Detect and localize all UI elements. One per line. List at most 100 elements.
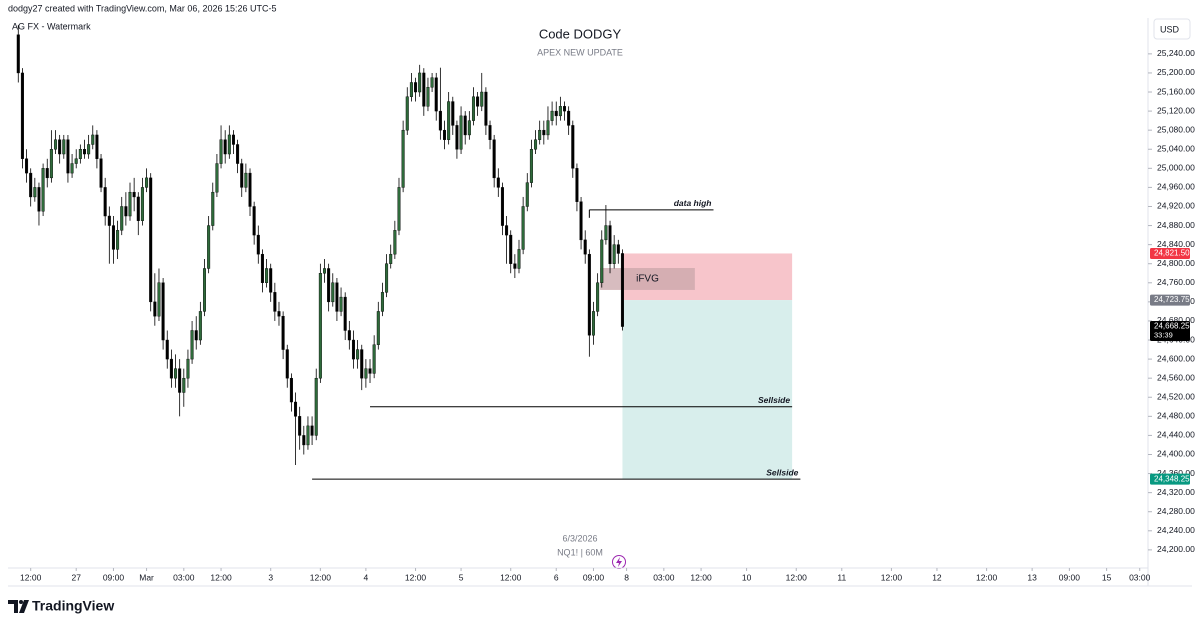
candle-body xyxy=(550,110,554,121)
candle-body xyxy=(186,358,190,379)
price-tag-label: 24,668.25 xyxy=(1154,322,1190,331)
candle-body xyxy=(207,225,211,269)
price-tag-label: 24,348.25 xyxy=(1154,474,1190,483)
x-tick-label: 13 xyxy=(1027,572,1037,582)
candle-body xyxy=(385,263,389,293)
price-tag xyxy=(1150,247,1190,259)
candle-body xyxy=(480,91,484,107)
y-tick-label: 24,800.00 xyxy=(1157,258,1195,268)
candle-body xyxy=(153,301,157,317)
price-tag xyxy=(1150,473,1190,485)
currency-button[interactable] xyxy=(1153,18,1191,40)
candle-body xyxy=(120,206,124,231)
candle-body xyxy=(488,125,492,140)
x-tick-label: 3 xyxy=(268,572,273,582)
chart-subtitle: APEX NEW UPDATE xyxy=(537,47,623,57)
candle-body xyxy=(616,244,620,254)
x-tick-label: 09:00 xyxy=(1059,572,1081,582)
candle-body xyxy=(294,401,298,417)
price-tag-label: 24,723.75 xyxy=(1154,295,1190,304)
candle-body xyxy=(169,358,173,379)
x-tick-label: 12:00 xyxy=(310,572,332,582)
candle-body xyxy=(306,425,310,446)
candle-body xyxy=(393,230,397,255)
candle-body xyxy=(414,82,418,93)
candle-body xyxy=(58,139,62,155)
x-tick-label: 12:00 xyxy=(690,572,712,582)
level-label: Sellside xyxy=(758,395,790,405)
candle-body xyxy=(128,191,132,217)
x-tick-label: 12:00 xyxy=(976,572,998,582)
candle-body xyxy=(463,115,467,136)
candle-body xyxy=(327,268,331,303)
x-tick-label: 11 xyxy=(837,572,846,582)
candle-body xyxy=(554,110,558,117)
candle-body xyxy=(194,330,198,341)
candle-body xyxy=(608,225,612,264)
y-tick-label: 24,560.00 xyxy=(1157,372,1195,382)
x-tick-label: 27 xyxy=(71,572,81,582)
x-tick-label: 09:00 xyxy=(583,572,605,582)
candle-body xyxy=(567,110,571,126)
candle-body xyxy=(215,163,219,193)
candle-body xyxy=(240,163,244,188)
x-tick-label: 12:00 xyxy=(405,572,427,582)
candle-body xyxy=(37,187,41,212)
candle-body xyxy=(430,77,434,88)
candle-body xyxy=(248,172,252,207)
candle-body xyxy=(509,234,513,264)
candle-body xyxy=(575,168,579,202)
candle-body xyxy=(298,416,302,436)
x-tick-label: 12 xyxy=(932,572,942,582)
candle-body xyxy=(70,163,74,174)
y-tick-label: 25,000.00 xyxy=(1157,163,1195,173)
level-label: data high xyxy=(674,198,712,208)
candle-body xyxy=(372,344,376,374)
candle-body xyxy=(318,273,322,379)
price-tag xyxy=(1150,321,1190,342)
candle-body xyxy=(612,244,616,264)
candle-body xyxy=(546,120,550,136)
candle-body xyxy=(227,134,231,155)
candle-body xyxy=(190,330,194,360)
candle-body xyxy=(244,172,248,188)
candle-body xyxy=(426,87,430,107)
candle-body xyxy=(443,129,447,140)
candle-body xyxy=(476,96,480,107)
candle-body xyxy=(513,263,517,269)
candle-body xyxy=(397,187,401,231)
candle-body xyxy=(269,268,273,293)
candle-body xyxy=(455,125,459,150)
candle-body xyxy=(405,96,409,131)
x-tick-label: Mar xyxy=(139,572,154,582)
chart-title: Code DODGY xyxy=(539,26,622,41)
candle-body xyxy=(335,282,339,312)
header: dodgy27 created with TradingView.com, Ma… xyxy=(8,3,276,13)
candle-body xyxy=(409,82,413,97)
candle-body xyxy=(302,435,306,446)
candle-body xyxy=(236,144,240,164)
y-tick-label: 24,520.00 xyxy=(1157,392,1195,402)
candle-body xyxy=(422,72,426,107)
candle-body xyxy=(438,110,442,131)
y-tick-label: 24,200.00 xyxy=(1157,544,1195,554)
candle-body xyxy=(182,377,186,393)
candle-body xyxy=(542,129,546,136)
candle-body xyxy=(289,377,293,403)
candle-body xyxy=(521,206,525,250)
x-tick-label: 10 xyxy=(742,572,752,582)
candle-body xyxy=(103,187,107,217)
candle-body xyxy=(223,139,227,155)
candle-body xyxy=(434,77,438,112)
y-tick-label: 24,760.00 xyxy=(1157,277,1195,287)
y-tick-label: 24,880.00 xyxy=(1157,220,1195,230)
candle-body xyxy=(145,177,149,188)
candle-body xyxy=(111,225,115,250)
y-tick-label: 24,480.00 xyxy=(1157,411,1195,421)
x-tick-label: 15 xyxy=(1102,572,1112,582)
x-tick-label: 03:00 xyxy=(1129,572,1151,582)
y-tick-label: 25,080.00 xyxy=(1157,124,1195,134)
candle-body xyxy=(78,149,82,159)
